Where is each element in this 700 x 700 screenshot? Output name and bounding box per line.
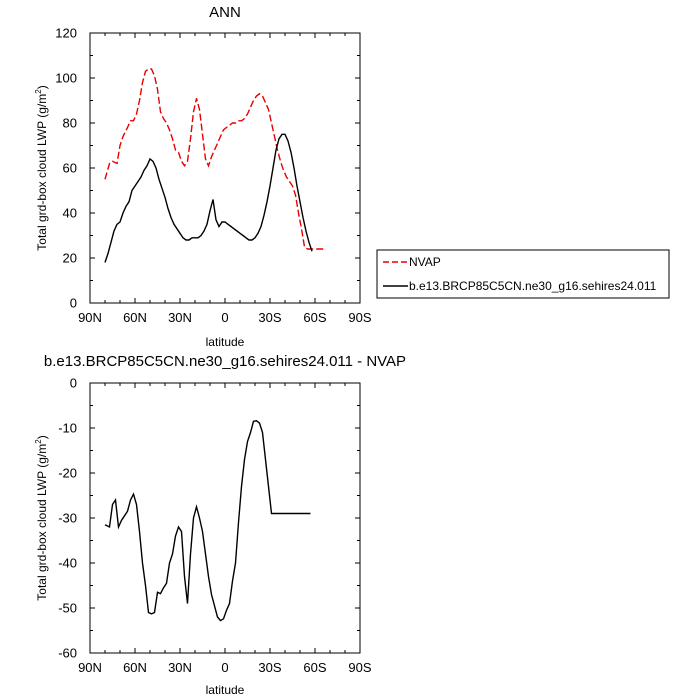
series-line-1	[104, 420, 311, 622]
y-tick-label: -40	[58, 556, 77, 571]
y-tick-label: 100	[55, 71, 77, 86]
legend-label-2: b.e13.BRCP85C5CN.ne30_g16.sehires24.011	[409, 279, 657, 293]
chart-title: ANN	[209, 4, 241, 21]
x-tick-label: 60S	[303, 660, 326, 675]
legend-label-1: NVAP	[409, 255, 441, 269]
x-tick-label: 90N	[78, 660, 102, 675]
x-tick-label: 30N	[168, 310, 192, 325]
y-tick-label: 80	[63, 116, 77, 131]
x-tick-label: 60N	[123, 310, 147, 325]
y-axis-title-close: )	[35, 435, 49, 439]
y-tick-label: 60	[63, 161, 77, 176]
y-axis-title-main: Total grd-box cloud LWP (g/m	[35, 444, 49, 601]
y-axis-title: Total grd-box cloud LWP (g/m2)	[34, 85, 49, 250]
chart-1: ANN 90N 60N 30N 0 30S 60S 90S 0 20 40 60 80 100 120 lat…	[34, 4, 372, 349]
x-tick-label: 30S	[258, 310, 281, 325]
y-tick-label: 120	[55, 26, 77, 41]
y-tick-label: 20	[63, 251, 77, 266]
x-tick-label: 0	[221, 310, 228, 325]
legend: NVAP b.e13.BRCP85C5CN.ne30_g16.sehires24.…	[376, 249, 670, 299]
legend-box	[376, 249, 670, 299]
series-line-2	[104, 133, 313, 263]
series-line-1	[104, 68, 326, 250]
x-axis-title: latitude	[206, 683, 245, 697]
y-tick-label: -30	[58, 511, 77, 526]
plot-frame	[89, 32, 361, 304]
y-tick-label: -50	[58, 601, 77, 616]
x-axis-title: latitude	[206, 335, 245, 349]
y-tick-label: 0	[70, 296, 77, 311]
y-axis-title: Total grd-box cloud LWP (g/m2)	[34, 435, 49, 600]
y-axis-title-superscript: 2	[34, 89, 43, 94]
y-tick-label: -10	[58, 421, 77, 436]
x-tick-label: 90N	[78, 310, 102, 325]
x-tick-label: 60N	[123, 660, 147, 675]
chart-2: b.e13.BRCP85C5CN.ne30_g16.sehires24.011 …	[34, 353, 406, 697]
y-axis-title-main: Total grd-box cloud LWP (g/m	[35, 94, 49, 251]
y-tick-label: 40	[63, 206, 77, 221]
y-tick-label: -60	[58, 646, 77, 661]
x-tick-label: 0	[221, 660, 228, 675]
y-axis-title-superscript: 2	[34, 439, 43, 444]
x-tick-label: 30N	[168, 660, 192, 675]
chart-title: b.e13.BRCP85C5CN.ne30_g16.sehires24.011 …	[44, 353, 406, 370]
x-tick-label: 90S	[348, 660, 371, 675]
x-tick-label: 30S	[258, 660, 281, 675]
y-axis-title-close: )	[35, 85, 49, 89]
x-tick-label: 60S	[303, 310, 326, 325]
x-tick-label: 90S	[348, 310, 371, 325]
y-tick-label: 0	[70, 376, 77, 391]
y-tick-label: -20	[58, 466, 77, 481]
